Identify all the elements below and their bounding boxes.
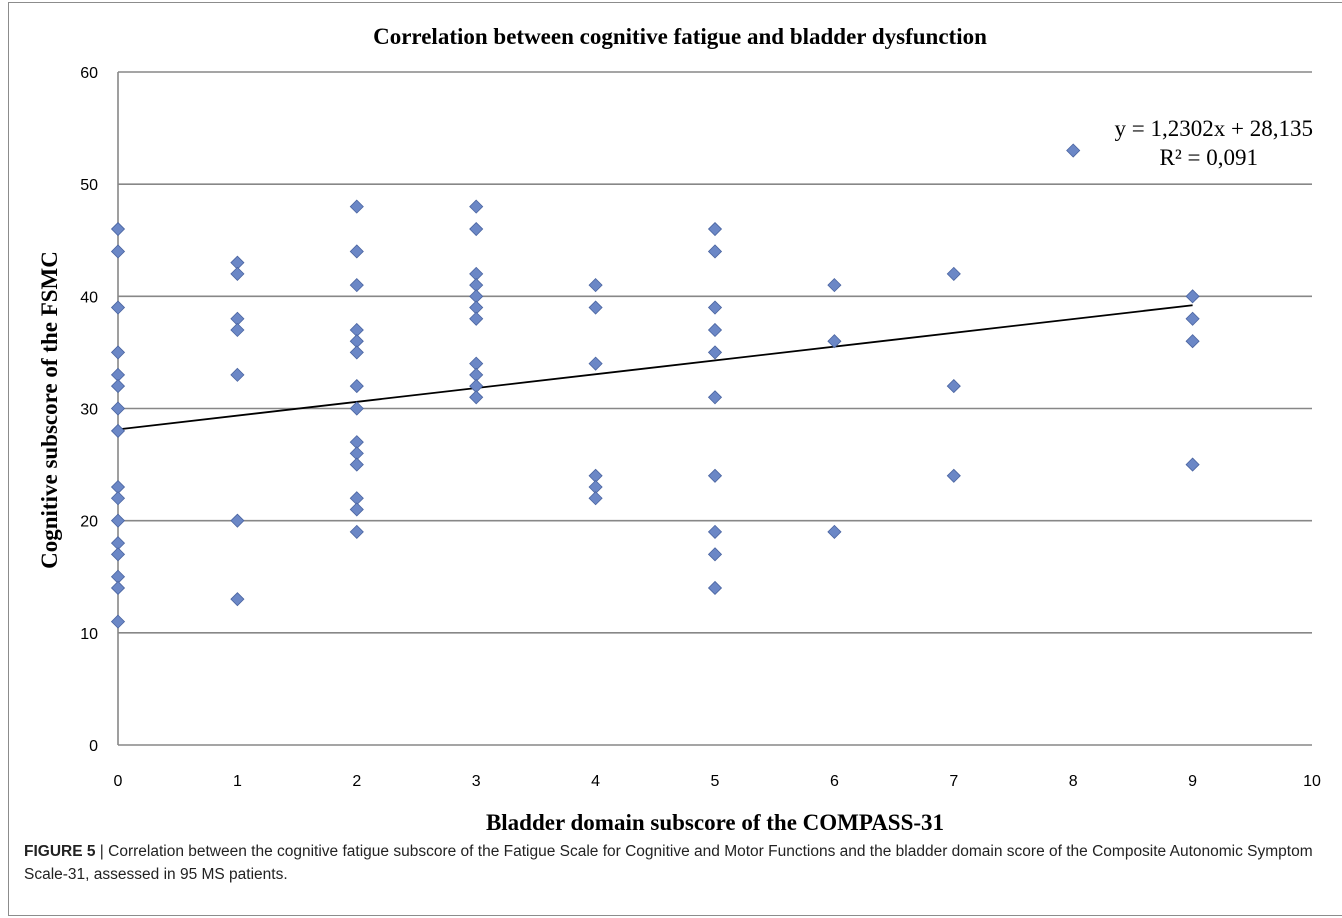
x-tick-label: 5 — [711, 773, 720, 790]
data-point — [110, 379, 126, 394]
data-point — [230, 266, 245, 281]
y-tick-label: 10 — [80, 626, 98, 643]
gridlines — [117, 71, 1312, 746]
data-point — [469, 311, 484, 326]
y-tick-label: 50 — [80, 177, 98, 194]
data-point — [349, 502, 364, 517]
figure-frame — [8, 2, 1342, 916]
y-tick-label: 20 — [80, 514, 98, 531]
x-tick-label: 0 — [114, 773, 123, 790]
r-squared-label: R² = 0,091 — [1160, 145, 1258, 170]
x-tick-label: 8 — [1069, 773, 1078, 790]
data-point — [588, 491, 603, 506]
data-point — [349, 457, 364, 472]
data-point — [110, 491, 126, 506]
data-point — [349, 401, 364, 416]
x-axis-ticks: 0 1 2 3 4 5 6 7 8 9 10 — [114, 773, 1321, 790]
data-point — [349, 524, 364, 539]
x-tick-label: 2 — [352, 773, 361, 790]
data-point — [110, 423, 126, 438]
trendline — [117, 304, 1193, 431]
data-point — [230, 322, 245, 338]
caption-text: Correlation between the cognitive fatigu… — [24, 843, 1313, 883]
data-point — [230, 592, 245, 607]
data-point — [349, 278, 364, 293]
data-point — [349, 345, 364, 360]
data-point — [349, 199, 364, 214]
y-axis-title: Cognitive subscore of the FSMC — [37, 251, 62, 569]
data-point — [469, 221, 484, 237]
data-point — [1185, 289, 1200, 304]
data-point — [707, 468, 723, 483]
data-point — [707, 322, 723, 338]
figure-caption: FIGURE 5 | Correlation between the cogni… — [24, 840, 1324, 886]
data-point — [230, 513, 245, 528]
data-point — [349, 379, 364, 394]
data-point — [707, 244, 723, 259]
x-tick-label: 7 — [949, 773, 958, 790]
caption-separator: | — [95, 843, 109, 860]
data-point — [707, 580, 723, 596]
data-point — [946, 266, 961, 281]
y-tick-label: 30 — [80, 402, 98, 419]
data-point — [110, 244, 126, 259]
data-point — [469, 199, 484, 214]
x-tick-label: 6 — [830, 773, 839, 790]
trendline-equation: y = 1,2302x + 28,135 — [1115, 116, 1313, 141]
data-point — [110, 401, 126, 416]
x-tick-label: 3 — [472, 773, 481, 790]
data-point — [1185, 457, 1200, 472]
data-point — [469, 390, 484, 405]
data-point — [349, 244, 364, 259]
data-point — [588, 356, 603, 371]
data-point — [946, 379, 961, 394]
data-point — [707, 390, 723, 405]
data-point — [946, 468, 961, 483]
data-point — [827, 334, 842, 349]
data-point — [588, 300, 603, 315]
data-point — [707, 524, 723, 539]
y-tick-label: 60 — [80, 65, 98, 82]
y-tick-label: 0 — [89, 738, 98, 755]
data-point — [1066, 143, 1081, 158]
data-points — [110, 143, 1200, 629]
data-point — [707, 547, 723, 562]
data-point — [110, 345, 126, 360]
x-tick-label: 4 — [591, 773, 600, 790]
data-point — [707, 300, 723, 315]
data-point — [707, 221, 723, 237]
data-point — [1185, 334, 1200, 349]
data-point — [827, 278, 842, 293]
x-tick-label: 1 — [233, 773, 242, 790]
data-point — [110, 513, 126, 528]
data-point — [110, 614, 126, 629]
y-axis-ticks: 0 10 20 30 40 50 60 — [80, 65, 98, 755]
data-point — [110, 580, 126, 596]
chart-title: Correlation between cognitive fatigue an… — [373, 24, 987, 49]
x-axis-title: Bladder domain subscore of the COMPASS-3… — [486, 810, 944, 835]
figure-label: FIGURE 5 — [24, 843, 96, 860]
data-point — [110, 300, 126, 315]
data-point — [110, 221, 126, 237]
data-point — [827, 524, 842, 539]
data-point — [588, 278, 603, 293]
trendline-group — [117, 304, 1193, 431]
y-tick-label: 40 — [80, 289, 98, 306]
scatter-chart: Correlation between cognitive fatigue an… — [37, 24, 1321, 835]
data-point — [230, 367, 245, 382]
x-tick-label: 9 — [1188, 773, 1197, 790]
data-point — [110, 547, 126, 562]
data-point — [707, 345, 723, 360]
x-tick-label: 10 — [1303, 773, 1321, 790]
data-point — [1185, 311, 1200, 326]
